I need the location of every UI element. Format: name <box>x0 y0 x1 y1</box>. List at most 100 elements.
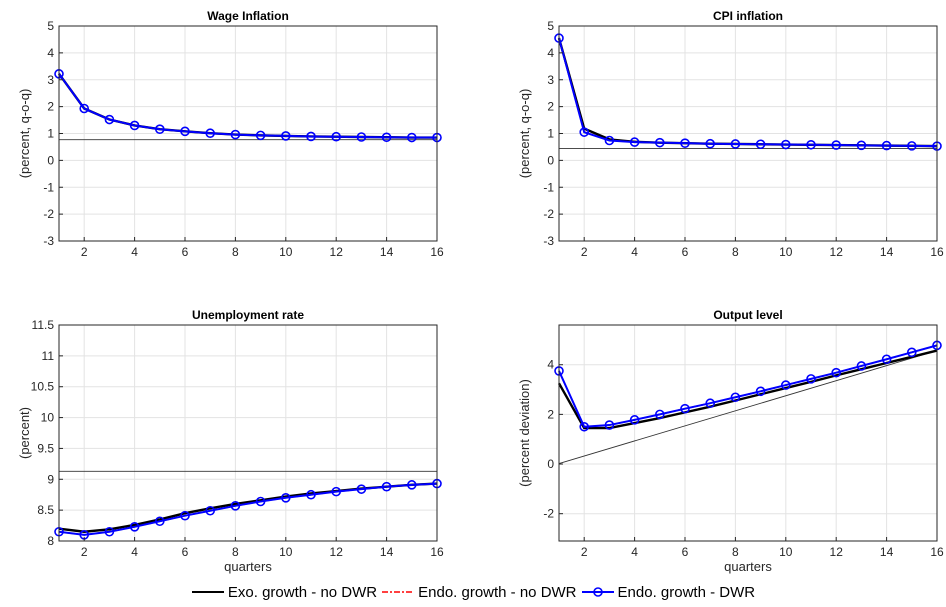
y-tick-label: -2 <box>543 207 554 221</box>
x-tick-label: 12 <box>830 245 844 259</box>
data-point <box>856 140 867 151</box>
data-point <box>331 486 342 497</box>
data-point <box>906 141 917 151</box>
x-tick-label: 2 <box>581 245 588 259</box>
series-line-3 <box>558 344 938 428</box>
data-point <box>280 131 291 141</box>
series-line-3 <box>58 482 438 536</box>
x-tick-label: 4 <box>131 545 138 559</box>
y-axis-label: (percent, q-o-q) <box>517 89 532 179</box>
data-point <box>856 361 867 371</box>
data-point <box>79 103 89 114</box>
y-tick-label: 4 <box>47 46 54 60</box>
y-tick-label: 0 <box>547 457 554 471</box>
x-tick-label: 8 <box>232 545 239 559</box>
x-tick-label: 6 <box>682 545 689 559</box>
plot-background <box>559 325 937 541</box>
data-point <box>705 398 716 409</box>
data-point <box>629 137 640 147</box>
data-point <box>579 127 590 137</box>
x-tick-label: 16 <box>930 545 944 559</box>
data-point <box>629 415 640 425</box>
legend-item-endo-no-dwr: Endo. growth - no DWR <box>381 583 577 601</box>
data-point <box>654 137 665 148</box>
x-tick-label: 16 <box>930 245 944 259</box>
x-tick-label: 8 <box>232 245 239 259</box>
data-point <box>730 392 741 403</box>
data-point <box>180 510 190 521</box>
data-point <box>680 403 690 414</box>
data-point <box>255 130 266 141</box>
baseline-line <box>558 350 938 464</box>
x-tick-label: 10 <box>779 245 793 259</box>
data-point <box>306 489 316 500</box>
chart-panel-4: 2 4 6 8 10 12 14 16 -2 0 2 4 Output level (percent de… <box>517 308 944 574</box>
x-tick-label: 4 <box>631 545 638 559</box>
chart-title: Wage Inflation <box>207 9 289 23</box>
y-tick-label: 11.5 <box>32 318 55 332</box>
data-point <box>654 409 665 420</box>
x-tick-label: 6 <box>182 245 189 259</box>
chart-title: Output level <box>713 308 782 322</box>
data-point <box>205 505 215 516</box>
y-tick-label: 8 <box>47 534 54 548</box>
data-point <box>155 124 165 134</box>
x-tick-label: 8 <box>732 245 739 259</box>
legend-swatch-dashdot <box>382 591 415 593</box>
x-tick-label: 4 <box>631 245 638 259</box>
x-tick-label: 14 <box>880 245 894 259</box>
legend-label: Exo. growth - no DWR <box>227 583 378 601</box>
x-tick-label: 12 <box>830 545 844 559</box>
y-tick-label: -3 <box>543 234 554 248</box>
y-axis-label: (percent, q-o-q) <box>17 89 32 179</box>
y-axis-label: (percent) <box>17 407 32 459</box>
data-point <box>104 526 115 537</box>
data-point <box>730 139 741 149</box>
y-tick-label: -1 <box>43 180 54 194</box>
data-point <box>255 496 266 507</box>
y-tick-label: 0 <box>47 153 54 167</box>
data-point <box>806 139 816 150</box>
data-point <box>331 131 342 142</box>
plot-background <box>59 325 437 541</box>
y-axis-label: (percent deviation) <box>517 379 532 487</box>
data-point <box>604 135 615 146</box>
series-line-3 <box>58 73 437 139</box>
data-point <box>180 126 190 137</box>
data-point <box>705 138 716 149</box>
x-tick-label: 2 <box>81 545 88 559</box>
data-point <box>104 114 115 125</box>
data-point <box>831 140 842 150</box>
x-tick-label: 12 <box>330 545 344 559</box>
data-point <box>230 501 241 511</box>
y-tick-label: -3 <box>43 234 54 248</box>
y-tick-label: 3 <box>47 73 54 87</box>
x-axis-label: quarters <box>224 559 272 574</box>
legend-item-endo-dwr: Endo. growth - DWR <box>581 583 756 601</box>
legend-label: Endo. growth - no DWR <box>418 583 577 601</box>
x-tick-label: 14 <box>880 545 894 559</box>
legend-item-exo-no-dwr: Exo. growth - no DWR <box>191 584 377 601</box>
y-tick-label: 4 <box>547 358 554 372</box>
legend-swatch-marker <box>581 587 614 597</box>
y-tick-label: 8.5 <box>37 503 54 517</box>
legend-label: Endo. growth - DWR <box>617 583 756 601</box>
data-point <box>680 138 690 148</box>
x-axis-label: quarters <box>724 559 772 574</box>
data-point <box>381 132 392 143</box>
axes-frame <box>558 324 938 542</box>
y-tick-label: 1 <box>547 127 554 141</box>
legend-swatch-solid <box>191 591 224 593</box>
x-tick-label: 14 <box>380 545 394 559</box>
y-tick-label: 9.5 <box>37 441 54 455</box>
data-point <box>780 380 791 390</box>
x-tick-label: 2 <box>81 245 88 259</box>
chart-panel-3: 2 4 6 8 10 12 14 16 8 8.5 9 9.5 10 10.5 11 11.5 Unemploy… <box>17 308 444 574</box>
x-tick-label: 2 <box>581 545 588 559</box>
y-tick-label: 2 <box>547 407 554 421</box>
data-point <box>406 132 417 143</box>
data-point <box>579 421 590 432</box>
y-tick-label: 2 <box>547 100 554 114</box>
